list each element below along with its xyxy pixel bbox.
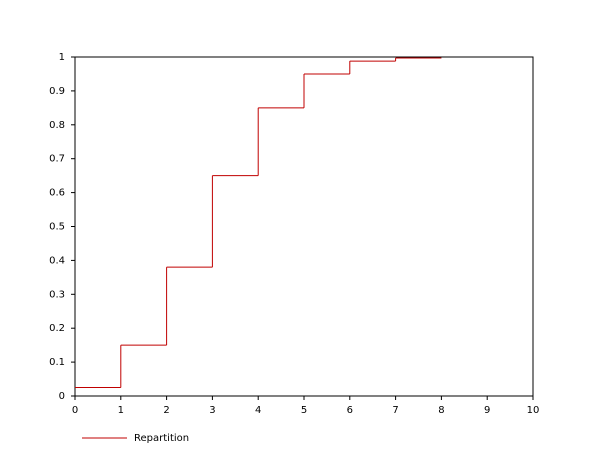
y-tick-label: 0.8 (49, 120, 65, 131)
x-tick-label: 9 (484, 405, 490, 416)
x-tick-label: 6 (347, 405, 353, 416)
x-tick-label: 5 (301, 405, 307, 416)
x-tick-label: 10 (527, 405, 540, 416)
y-tick-label: 0.2 (49, 323, 65, 334)
x-tick-label: 1 (118, 405, 124, 416)
y-tick-label: 0.7 (49, 154, 65, 165)
x-tick-label: 0 (72, 405, 78, 416)
x-tick-label: 3 (209, 405, 215, 416)
legend-label: Repartition (134, 433, 189, 444)
x-tick-label: 8 (438, 405, 444, 416)
y-tick-label: 0.9 (49, 86, 65, 97)
y-tick-label: 1 (59, 52, 65, 63)
y-tick-label: 0.6 (49, 188, 65, 199)
y-tick-label: 0.3 (49, 289, 65, 300)
x-tick-label: 7 (392, 405, 398, 416)
y-tick-label: 0.4 (49, 255, 65, 266)
y-tick-label: 0.1 (49, 357, 65, 368)
y-tick-label: 0 (59, 391, 65, 402)
y-tick-label: 0.5 (49, 222, 65, 233)
x-tick-label: 4 (255, 405, 261, 416)
x-tick-label: 2 (163, 405, 169, 416)
